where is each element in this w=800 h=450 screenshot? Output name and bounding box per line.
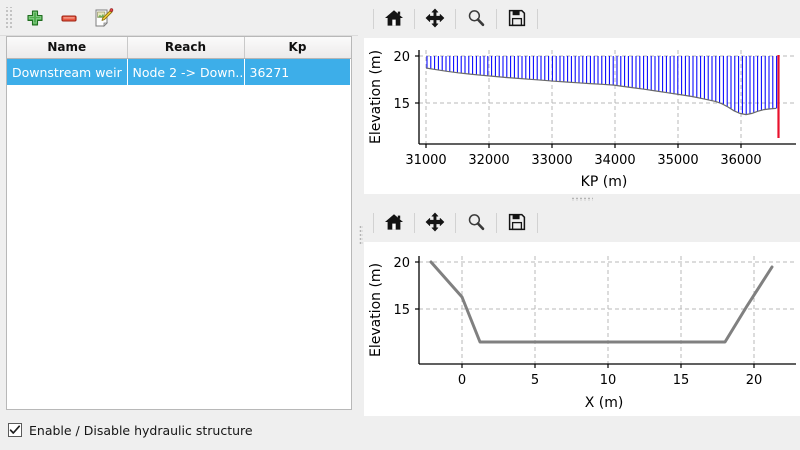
minus-icon [59,8,79,28]
move-arrows-icon [425,212,445,235]
structures-toolbar [0,0,358,36]
longitudinal-profile-figure: 20 15 31000 32000 33000 34000 35000 3600… [368,50,796,190]
edit-note-icon [92,7,114,29]
cell-kp[interactable]: 36271 [244,58,351,85]
plots-panel: 20 15 31000 32000 33000 34000 35000 3600… [364,0,800,450]
zoom-button[interactable] [459,4,493,34]
xtick-label: 36000 [720,153,761,168]
magnifier-icon [466,8,486,31]
floppy-disk-icon [507,8,527,31]
enable-structure-label: Enable / Disable hydraulic structure [29,422,253,438]
ytick-label: 15 [393,303,410,318]
toolbar-separator [373,9,374,29]
checkmark-icon [9,424,21,436]
xtick-label: 20 [746,373,763,388]
cross-section-plot-toolbar [364,204,800,242]
toolbar-separator [455,213,456,233]
toolbar-separator [414,9,415,29]
xtick-label: 32000 [468,153,509,168]
toolbar-separator [496,213,497,233]
longitudinal-plot-toolbar [364,0,800,38]
xtick-label: 33000 [531,153,572,168]
structures-panel: Name Reach Kp Downstream weir Node 2 -> … [0,0,358,450]
grid [419,50,796,144]
save-button[interactable] [500,4,534,34]
xtick-label: 10 [600,373,617,388]
xtick-label: 5 [531,373,539,388]
column-header-reach[interactable]: Reach [127,37,245,59]
table-header-row: Name Reach Kp [7,37,351,59]
home-icon [384,212,404,235]
ytick-label: 20 [393,256,410,271]
enable-structure-checkbox[interactable] [8,423,22,437]
toolbar-separator [537,213,538,233]
structures-table[interactable]: Name Reach Kp Downstream weir Node 2 -> … [6,36,352,410]
edit-structure-button[interactable] [86,3,120,33]
cell-reach[interactable]: Node 2 -> Down... [127,58,245,85]
axes-spines [418,50,796,145]
ytick-label: 15 [393,97,410,112]
xtick-label: 31000 [405,153,446,168]
cross-section-figure: 20 15 0 5 10 15 20 X (m) Elevation (m) [368,256,796,411]
toolbar-separator [537,9,538,29]
column-header-name[interactable]: Name [7,37,128,59]
longitudinal-profile-canvas[interactable]: 20 15 31000 32000 33000 34000 35000 3600… [364,38,800,194]
plot-splitter-horizontal[interactable] [364,194,800,204]
grid [419,256,796,364]
xtick-label: 0 [458,373,466,388]
plus-icon [25,8,45,28]
toolbar-separator [455,9,456,29]
y-axis-label: Elevation (m) [368,263,384,357]
y-axis-label: Elevation (m) [368,50,384,144]
floppy-disk-icon [507,212,527,235]
structures-footer: Enable / Disable hydraulic structure [0,410,358,450]
home-icon [384,8,404,31]
axis-ticks [415,55,742,148]
cross-section-markers [426,56,778,115]
cross-section-canvas[interactable]: 20 15 0 5 10 15 20 X (m) Elevation (m) [364,242,800,416]
pan-button[interactable] [418,4,452,34]
zoom-button[interactable] [459,208,493,238]
toolbar-separator [373,213,374,233]
home-button[interactable] [377,4,411,34]
toolbar-separator [496,9,497,29]
cell-name[interactable]: Downstream weir [7,58,128,85]
pan-button[interactable] [418,208,452,238]
plots-bottom-padding [364,416,800,450]
magnifier-icon [466,212,486,235]
xtick-label: 15 [673,373,690,388]
x-axis-label: X (m) [585,395,624,411]
axis-ticks [415,261,755,368]
remove-structure-button[interactable] [52,3,86,33]
add-structure-button[interactable] [18,3,52,33]
save-button[interactable] [500,208,534,238]
ytick-label: 20 [393,50,410,65]
cross-section-pane: 20 15 0 5 10 15 20 X (m) Elevation (m) [364,204,800,416]
toolbar-separator [414,213,415,233]
splitter-grip-vertical [359,225,363,245]
longitudinal-profile-pane: 20 15 31000 32000 33000 34000 35000 3600… [364,0,800,194]
bed-level-line [425,67,777,116]
xtick-label: 34000 [594,153,635,168]
table-row[interactable]: Downstream weir Node 2 -> Down... 36271 [7,58,351,85]
panel-splitter-vertical[interactable] [358,0,364,450]
column-header-kp[interactable]: Kp [244,37,351,59]
home-button[interactable] [377,208,411,238]
x-axis-label: KP (m) [581,174,628,190]
move-arrows-icon [425,8,445,31]
splitter-grip-horizontal [571,197,593,201]
toolbar-drag-handle[interactable] [4,6,14,29]
cross-section-profile-line [429,260,774,344]
xtick-label: 35000 [657,153,698,168]
